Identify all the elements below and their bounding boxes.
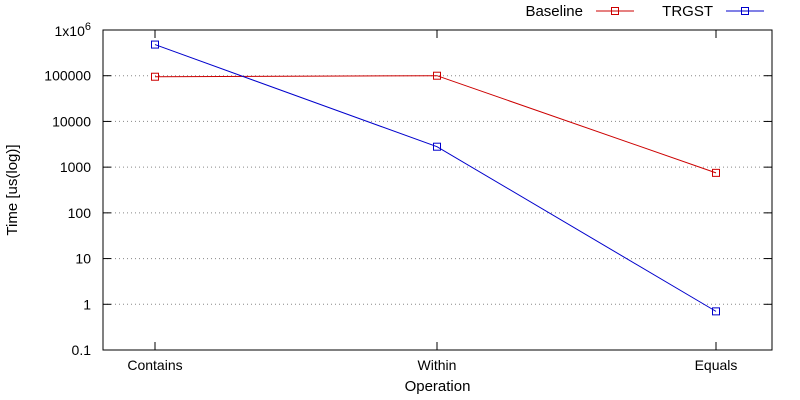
data-point	[712, 307, 720, 316]
y-axis: 0.1 1 10 100 1000 10000 100000 1x106	[44, 21, 772, 358]
y-tick-label: 1000	[60, 159, 91, 175]
y-tick-exponent: 6	[85, 21, 91, 33]
y-tick-label: 0.1	[72, 342, 92, 358]
legend-entry-trgst: TRGST	[662, 3, 764, 20]
data-point	[433, 142, 441, 151]
legend-marker	[741, 7, 749, 15]
y-tick-label: 10000	[52, 113, 91, 129]
series-line	[154, 44, 717, 312]
y-tick-label: 1x106	[55, 21, 91, 39]
y-axis-label: Time [us(log)]	[4, 144, 21, 235]
legend-label: Baseline	[525, 3, 583, 20]
y-tick-label: 100	[68, 205, 92, 221]
x-axis: Contains Within Equals	[127, 30, 737, 373]
data-point	[433, 71, 441, 80]
series-baseline	[151, 71, 720, 177]
x-tick-label: Contains	[127, 357, 182, 373]
series	[151, 40, 720, 316]
series-line	[154, 75, 717, 174]
legend-label: TRGST	[662, 3, 713, 20]
x-tick-label: Equals	[695, 357, 738, 373]
plot-frame	[102, 29, 773, 351]
legend-marker	[611, 7, 619, 15]
y-tick-label: 1	[83, 296, 91, 312]
legend: Baseline TRGST	[525, 3, 764, 20]
data-point	[151, 72, 159, 81]
grid-lines	[103, 75, 772, 305]
data-point	[151, 40, 159, 49]
y-tick-label: 10	[75, 251, 91, 267]
x-tick-label: Within	[418, 357, 457, 373]
x-axis-label: Operation	[405, 378, 471, 395]
series-trgst	[151, 40, 720, 316]
data-point	[712, 168, 720, 177]
legend-entry-baseline: Baseline	[525, 3, 634, 20]
y-tick-label: 100000	[44, 68, 91, 84]
